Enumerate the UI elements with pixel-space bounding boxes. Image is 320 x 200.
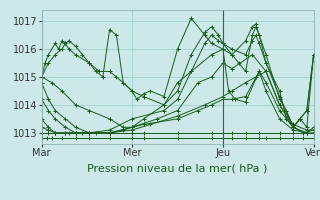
X-axis label: Pression niveau de la mer( hPa ): Pression niveau de la mer( hPa ) [87,164,268,174]
